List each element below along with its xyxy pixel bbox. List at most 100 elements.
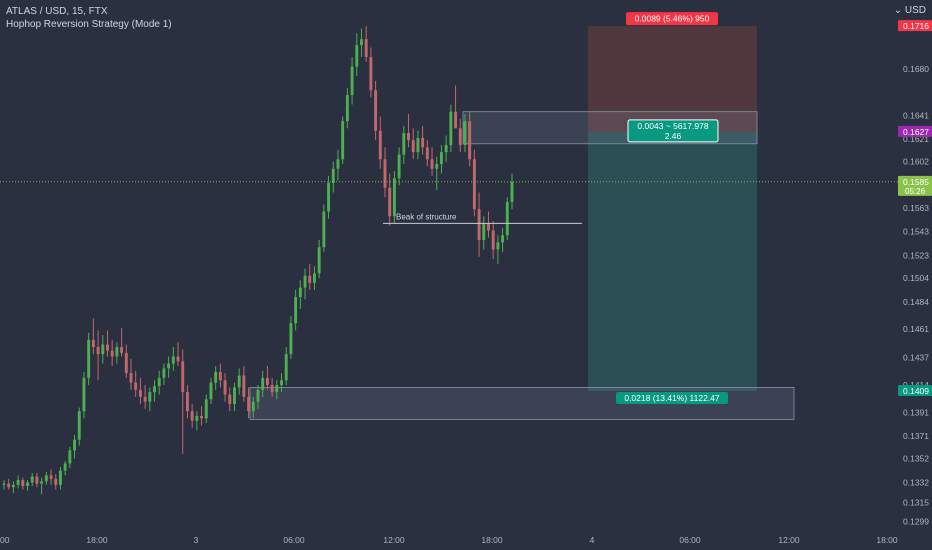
price-marker-label: 0.1716 (903, 21, 929, 31)
candle-body (458, 128, 462, 145)
candle-body (176, 356, 180, 362)
candle-body (345, 95, 349, 122)
candle-body (40, 481, 44, 484)
candle-body (360, 39, 363, 46)
candle-body (68, 450, 72, 464)
price-tick-label: 0.1563 (903, 203, 929, 213)
price-tick-label: 0.1352 (903, 454, 929, 464)
candle-body (298, 287, 302, 298)
strategy-title[interactable]: Hophop Reversion Strategy (Mode 1) (6, 19, 172, 30)
candle-body (35, 476, 39, 484)
candle-body (280, 380, 283, 386)
candle-body (218, 371, 222, 381)
candle-body (510, 181, 514, 203)
price-marker (898, 175, 932, 196)
candle-body (392, 178, 396, 217)
currency-selector[interactable]: ⌄ USD (894, 5, 926, 16)
candle-body (21, 480, 25, 487)
candle-body (487, 223, 490, 231)
candle-body (7, 483, 11, 488)
time-tick-label: 12:00 (383, 535, 405, 545)
candle-body (26, 482, 29, 487)
candle-body (106, 344, 109, 351)
candle-body (491, 230, 495, 250)
candle-body (322, 211, 326, 248)
price-tick-label: 0.1371 (903, 431, 929, 441)
price-tick-label: 0.1543 (903, 227, 929, 237)
candle-body (505, 202, 509, 236)
price-tick-label: 0.1437 (903, 353, 929, 363)
candle-body (11, 484, 15, 488)
candle-body (336, 159, 340, 169)
candle-body (44, 475, 48, 482)
time-tick-label: 3 (194, 535, 199, 545)
candle-body (195, 415, 199, 421)
price-marker (898, 125, 932, 137)
candle-body (270, 385, 274, 393)
candle-body (73, 439, 77, 451)
candle-body (435, 163, 439, 169)
candle-body (63, 463, 67, 471)
candle-body (87, 339, 91, 378)
candle-body (251, 401, 255, 412)
candle-body (501, 235, 505, 243)
candle-body (454, 111, 458, 129)
candle-body (91, 339, 95, 347)
structure-label: Beak of structure (396, 212, 457, 221)
time-axis[interactable]: 00 18:00 3 06:00 12:00 18:00 4 06:00 12:00 18:00 (0, 535, 898, 545)
candle-body (261, 377, 265, 390)
candle-body (134, 382, 138, 390)
time-tick-label: 18:00 (876, 535, 898, 545)
entry-label-box (627, 119, 719, 143)
candle-body (148, 392, 152, 402)
candle-body (171, 356, 175, 364)
time-tick-label: 18:00 (481, 535, 503, 545)
loss-label: 0.0089 (5.46%) 950 (635, 14, 710, 24)
currency-label: USD (904, 5, 926, 16)
candle-body (204, 399, 208, 419)
candle-body (58, 470, 62, 485)
candle-body (425, 147, 429, 160)
price-marker-label: 0.1409 (903, 386, 929, 396)
candle-body (223, 380, 227, 395)
candle-body (233, 387, 236, 405)
position-zones (249, 26, 795, 420)
price-marker (898, 384, 932, 396)
price-tick-label: 0.1504 (903, 273, 929, 283)
price-axis[interactable]: 0.1299 0.1315 0.1332 0.1352 0.1371 0.1391 0.14… (898, 20, 932, 527)
candle-body (331, 168, 335, 184)
candle-body (463, 121, 467, 145)
price-tick-label: 0.1602 (903, 157, 929, 167)
candle-body (421, 137, 425, 148)
candle-body (355, 45, 359, 67)
candle-body (138, 389, 142, 397)
candle-body (477, 209, 481, 241)
candle-body (115, 346, 119, 357)
candle-body (247, 396, 251, 412)
candle-body (430, 159, 434, 169)
candle-body (101, 344, 105, 355)
candle-body (124, 352, 128, 374)
price-tick-label: 0.1484 (903, 297, 929, 307)
annotations: Beak of structure (0, 181, 898, 224)
candle-body (30, 476, 34, 483)
candle-body (162, 368, 166, 378)
loss-zone (588, 26, 757, 132)
candle-body (364, 39, 368, 58)
price-tick-label: 0.1523 (903, 250, 929, 260)
candle-body (374, 90, 378, 131)
candle-body (289, 323, 293, 355)
price-tick-label: 0.1680 (903, 64, 929, 74)
time-tick-label: 4 (590, 535, 595, 545)
profit-zone (588, 131, 757, 391)
candle-body (369, 57, 373, 91)
time-tick-label: 06:00 (679, 535, 701, 545)
candle-body (2, 483, 6, 485)
candle-body (190, 411, 194, 421)
candle-body (317, 247, 321, 274)
symbol-title[interactable]: ATLAS / USD, 15, FTX (6, 6, 108, 17)
chevron-down-icon: ⌄ (893, 5, 905, 16)
